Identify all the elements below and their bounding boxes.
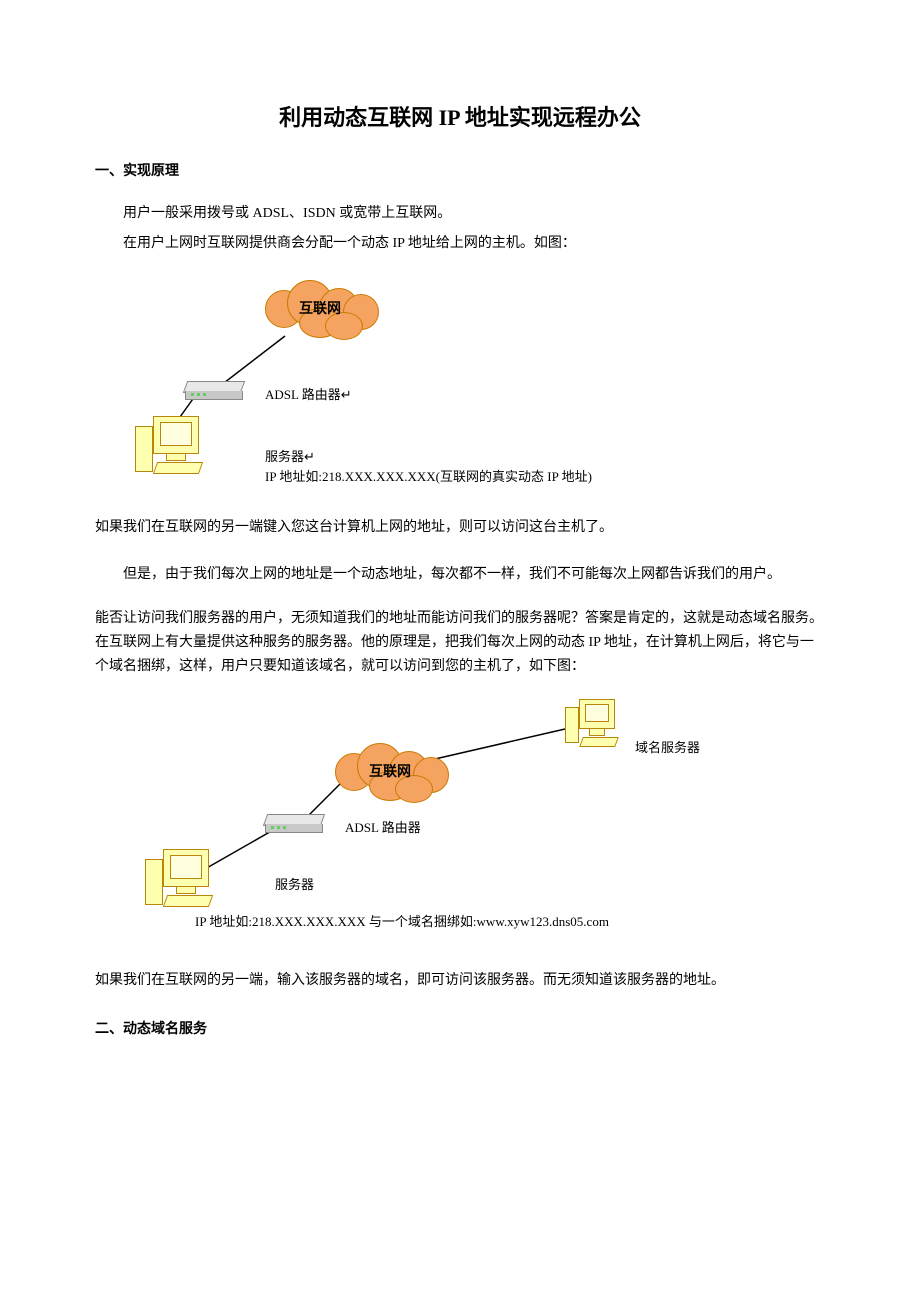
paragraph: 如果我们在互联网的另一端键入您这台计算机上网的地址，则可以访问这台主机了。 xyxy=(95,516,825,540)
document-page: 利用动态互联网 IP 地址实现远程办公 一、实现原理 用户一般采用拨号或 ADS… xyxy=(0,0,920,1302)
router-icon xyxy=(265,814,321,832)
dns-label: 域名服务器 xyxy=(635,737,700,756)
section-heading-2: 二、动态域名服务 xyxy=(95,1018,825,1038)
connector-line xyxy=(435,729,565,759)
router-icon xyxy=(185,381,241,399)
router-label: ADSL 路由器↵ xyxy=(265,384,352,403)
ip-binding-label: IP 地址如:218.XXX.XXX.XXX 与一个域名捆绑如:www.xyw1… xyxy=(195,911,609,930)
cloud-label: 互联网 xyxy=(265,298,375,318)
server-label: 服务器↵ xyxy=(265,446,315,465)
paragraph: 在用户上网时互联网提供商会分配一个动态 IP 地址给上网的主机。如图： xyxy=(95,232,825,256)
ip-address-label: IP 地址如:218.XXX.XXX.XXX(互联网的真实动态 IP 地址) xyxy=(265,466,592,485)
paragraph: 如果我们在互联网的另一端，输入该服务器的域名，即可访问该服务器。而无须知道该服务… xyxy=(95,969,825,993)
server-computer-icon xyxy=(145,849,215,919)
router-label: ADSL 路由器 xyxy=(345,817,421,836)
page-title: 利用动态互联网 IP 地址实现远程办公 xyxy=(95,100,825,132)
connector-line xyxy=(205,829,275,869)
server-label: 服务器 xyxy=(275,874,314,893)
internet-cloud-icon: 互联网 xyxy=(265,276,375,338)
section-heading-1: 一、实现原理 xyxy=(95,160,825,180)
internet-cloud-icon: 互联网 xyxy=(335,739,445,801)
dns-computer-icon xyxy=(565,699,621,755)
paragraph: 但是，由于我们每次上网的地址是一个动态地址，每次都不一样，我们不可能每次上网都告… xyxy=(95,563,825,587)
network-diagram-2: 域名服务器 互联网 ADSL 路由器 服务器 IP 地址如:218.XXX.X xyxy=(135,699,755,929)
server-computer-icon xyxy=(135,416,205,486)
paragraph: 用户一般采用拨号或 ADSL、ISDN 或宽带上互联网。 xyxy=(95,202,825,226)
connector-line xyxy=(220,336,285,386)
cloud-label: 互联网 xyxy=(335,761,445,781)
network-diagram-1: 互联网 ADSL 路由器↵ 服务器↵ IP 地址如:218.XXX.XXX.XX… xyxy=(135,276,695,486)
paragraph: 能否让访问我们服务器的用户，无须知道我们的地址而能访问我们的服务器呢？答案是肯定… xyxy=(95,607,825,678)
intro-block: 用户一般采用拨号或 ADSL、ISDN 或宽带上互联网。 在用户上网时互联网提供… xyxy=(95,202,825,256)
